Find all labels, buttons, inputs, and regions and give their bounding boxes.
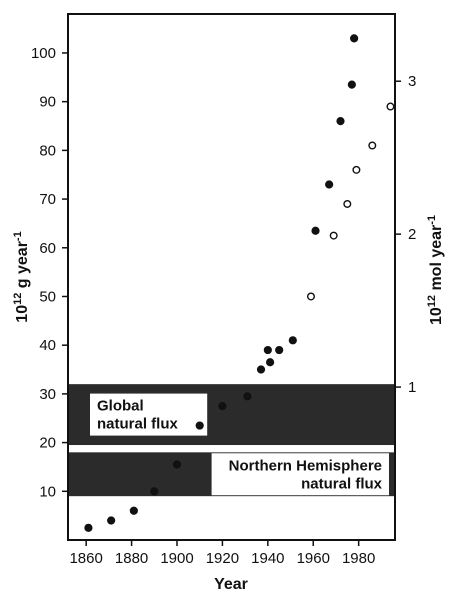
band-label-0-line-0: Global — [97, 398, 144, 415]
y-tick-label-9: 100 — [31, 45, 56, 62]
x-tick-label-4: 1940 — [251, 550, 284, 567]
y-tick-label-2: 30 — [39, 386, 56, 403]
data-point-s0-10 — [266, 358, 275, 367]
data-point-s0-17 — [350, 34, 359, 43]
y-axis-label-right: 1012 mol year-1 — [426, 215, 445, 325]
band-label-box-1 — [211, 453, 389, 496]
y-label-left-sup: 12 — [12, 293, 24, 305]
data-point-s1-5 — [386, 102, 395, 111]
x-ticks: 1860 1880 1900 1920 1940 1960 1980 — [69, 540, 375, 567]
data-point-s1-3 — [352, 165, 361, 174]
y-tick-label-8: 90 — [39, 94, 56, 111]
y-label-right-exp: -1 — [426, 215, 438, 225]
y-tick-label-6: 70 — [39, 191, 56, 208]
right-tick-label-1: 2 — [408, 226, 416, 243]
x-tick-label-3: 1920 — [206, 550, 239, 567]
right-ticks: 1 2 3 — [395, 73, 416, 396]
data-point-s0-15 — [336, 117, 345, 126]
y-label-right-unit: mol year — [428, 225, 445, 295]
x-tick-label-1: 1880 — [115, 550, 148, 567]
y-tick-label-4: 50 — [39, 288, 56, 305]
y-ticks: 10 20 30 40 50 60 70 80 90 100 — [31, 45, 68, 500]
data-point-s0-7 — [243, 392, 252, 401]
data-point-s0-12 — [288, 336, 297, 345]
x-axis-label: Year — [214, 576, 248, 591]
data-point-s0-0 — [84, 523, 93, 532]
right-tick-label-0: 1 — [408, 379, 416, 396]
data-point-s0-14 — [325, 180, 334, 189]
y-tick-label-7: 80 — [39, 142, 56, 159]
y-tick-label-5: 60 — [39, 240, 56, 257]
data-point-s0-3 — [150, 487, 159, 496]
data-point-s0-1 — [107, 516, 116, 525]
data-point-s0-2 — [129, 506, 138, 515]
y-tick-label-1: 20 — [39, 435, 56, 452]
data-point-s1-1 — [329, 231, 338, 240]
y-tick-label-3: 40 — [39, 337, 56, 354]
x-tick-label-5: 1960 — [297, 550, 330, 567]
y-label-right-sup: 12 — [426, 295, 438, 307]
x-tick-label-6: 1980 — [342, 550, 375, 567]
data-point-s0-13 — [311, 226, 320, 235]
y-tick-label-0: 10 — [39, 483, 56, 500]
points — [84, 34, 395, 532]
y-label-left-exp: -1 — [12, 231, 24, 241]
data-point-s0-4 — [172, 460, 182, 469]
x-tick-label-0: 1860 — [69, 550, 102, 567]
y-axis-label-left: 1012 g year-1 — [12, 231, 31, 322]
band-label-0-line-1: natural flux — [97, 416, 179, 433]
band-label-1-line-0: Northern Hemisphere — [229, 457, 382, 474]
y-label-left-base: 10 — [14, 305, 31, 323]
data-point-s1-4 — [368, 141, 377, 150]
right-tick-label-2: 3 — [408, 73, 416, 90]
plot-frame — [67, 13, 396, 541]
data-point-s0-5 — [195, 421, 204, 430]
data-point-s0-11 — [275, 345, 284, 355]
data-point-s0-6 — [218, 401, 227, 411]
data-point-s1-2 — [343, 199, 352, 208]
band-label-box-0 — [90, 393, 208, 436]
x-tick-label-2: 1900 — [160, 550, 193, 567]
y-label-left-unit: g year — [14, 241, 31, 293]
data-point-s1-0 — [306, 292, 315, 301]
data-point-s0-8 — [256, 365, 266, 374]
band-label-1-line-1: natural flux — [301, 475, 383, 492]
data-point-s0-16 — [347, 80, 356, 89]
data-point-s0-9 — [263, 345, 272, 355]
y-label-right-base: 10 — [428, 307, 445, 325]
